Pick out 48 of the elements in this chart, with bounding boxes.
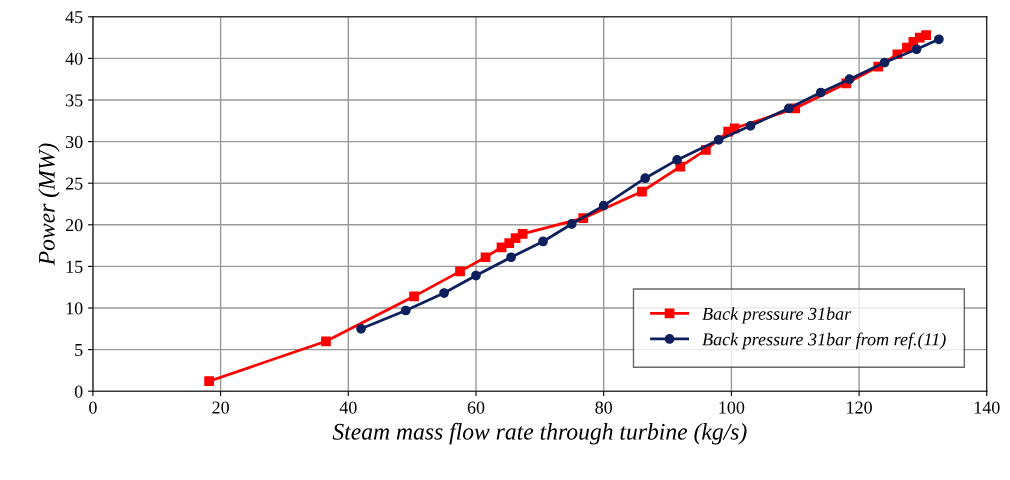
y-tick-label: 45 [65, 11, 83, 24]
point [921, 30, 931, 40]
point [713, 135, 724, 145]
point [598, 200, 609, 211]
point [745, 120, 756, 131]
x-tick-label: 60 [467, 401, 485, 414]
x-tick-label: 100 [719, 401, 745, 414]
point [911, 44, 922, 55]
point [879, 57, 890, 68]
y-axis-title: Power (MW) [38, 143, 60, 266]
point [637, 186, 647, 197]
y-tick-label: 10 [66, 302, 83, 315]
legend-label: Back pressure 31bar [702, 307, 852, 324]
point [783, 103, 794, 114]
y-tick-label: 15 [66, 260, 83, 273]
point [321, 336, 331, 347]
point [517, 229, 528, 239]
point [356, 323, 366, 334]
y-tick-label: 35 [66, 94, 83, 107]
x-tick-label: 20 [212, 401, 229, 414]
point [204, 376, 214, 387]
point [471, 270, 481, 281]
x-tick-label: 0 [89, 401, 97, 414]
x-tick-label: 40 [339, 401, 357, 414]
point [640, 173, 651, 184]
y-tick-label: 20 [65, 219, 83, 232]
point [566, 219, 577, 229]
legend-label: Back pressure 31bar from ref.(11) [702, 332, 946, 350]
point [506, 252, 516, 263]
y-tick-label: 30 [66, 135, 83, 149]
y-tick-label: 0 [74, 385, 83, 398]
point [672, 155, 682, 165]
point [538, 236, 548, 247]
x-tick-label: 120 [847, 401, 872, 414]
point [455, 266, 465, 277]
point [400, 305, 411, 316]
point [844, 74, 855, 85]
point [815, 87, 826, 98]
y-tick-label: 40 [65, 52, 83, 65]
point [439, 288, 449, 298]
point [480, 252, 491, 263]
point [409, 291, 419, 302]
y-tick-label: 5 [75, 344, 83, 357]
x-tick-label: 80 [595, 401, 613, 414]
x-tick-label: 140 [974, 401, 1000, 414]
point [934, 34, 944, 45]
y-tick-label: 25 [65, 177, 83, 190]
x-axis-title: Steam mass flow rate through turbine (kg/s) [332, 422, 747, 445]
